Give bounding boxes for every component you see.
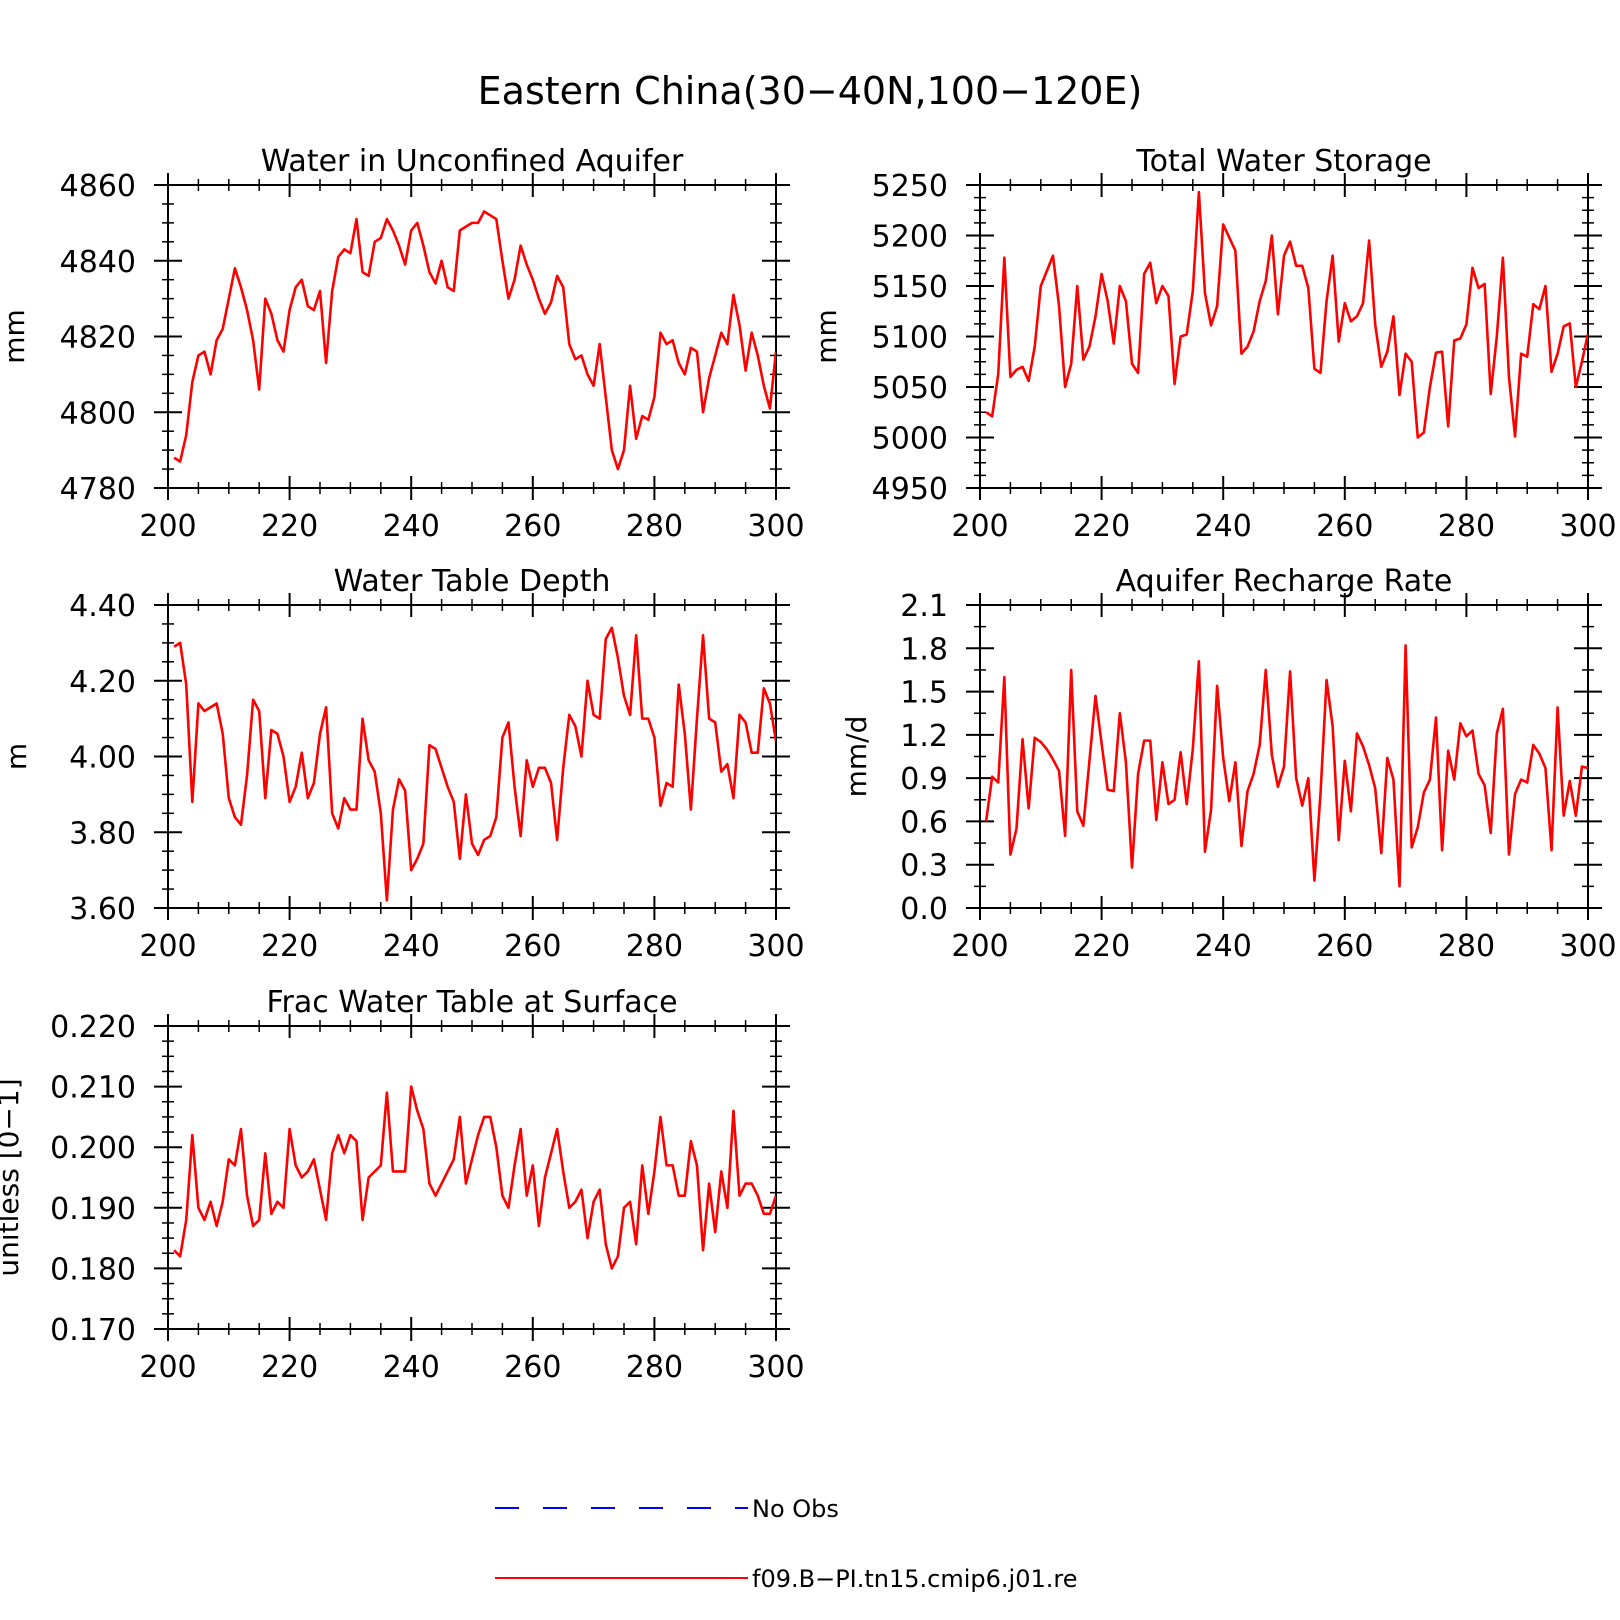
panel-title: Aquifer Recharge Rate <box>1116 564 1453 599</box>
legend: No Obs f09.B−PI.tn15.cmip6.j01.re <box>495 1495 1077 1593</box>
panel-2: Total Water Storage 200 220 240 260 280 300 495… <box>810 144 1617 544</box>
y-tick-label: 0.170 <box>50 1313 136 1348</box>
panel-1: Water in Unconfined Aquifer 200 220 240 260 2… <box>0 144 805 544</box>
y-tick-label: 5250 <box>872 169 948 204</box>
y-tick-label: 0.220 <box>50 1010 136 1045</box>
x-tick-label: 260 <box>1316 929 1373 964</box>
y-tick-label: 4.20 <box>69 665 136 700</box>
x-tick-label: 220 <box>1073 509 1130 544</box>
panel-title: Water in Unconfined Aquifer <box>261 144 684 179</box>
x-tick-label: 300 <box>747 1350 804 1385</box>
x-tick-label: 220 <box>261 509 318 544</box>
panel-3: Water Table Depth 200 220 240 260 280 300 3.60 3… <box>0 564 805 964</box>
x-tick-label: 240 <box>1195 929 1252 964</box>
x-tick-label: 200 <box>139 1350 196 1385</box>
x-tick-label: 200 <box>951 509 1008 544</box>
x-tick-label: 200 <box>139 929 196 964</box>
y-tick-label: 4780 <box>60 472 136 507</box>
series-line-model <box>985 190 1588 439</box>
panel-title: Frac Water Table at Surface <box>266 985 677 1020</box>
y-tick-label: 5200 <box>872 220 948 255</box>
y-tick-label: 0.6 <box>900 805 948 840</box>
y-tick-label: 4800 <box>60 396 136 431</box>
x-tick-label: 300 <box>1559 509 1616 544</box>
series-line-model <box>173 1085 776 1270</box>
y-tick-label: 0.190 <box>50 1192 136 1227</box>
y-tick-label: 0.9 <box>900 762 948 797</box>
y-tick-label: 4.40 <box>69 589 136 624</box>
legend-model-label: f09.B−PI.tn15.cmip6.j01.re <box>752 1565 1077 1593</box>
x-tick-label: 260 <box>504 1350 561 1385</box>
x-tick-label: 220 <box>261 929 318 964</box>
y-tick-label: 4.00 <box>69 741 136 776</box>
x-tick-label: 280 <box>1438 509 1495 544</box>
y-tick-label: 4860 <box>60 169 136 204</box>
panel-title: Water Table Depth <box>334 564 611 599</box>
y-axis-label: mm/d <box>840 716 873 798</box>
y-tick-label: 0.200 <box>50 1131 136 1166</box>
x-tick-label: 200 <box>139 509 196 544</box>
panel-title: Total Water Storage <box>1135 144 1431 179</box>
y-axis-label: unitless [0−1] <box>0 1078 25 1276</box>
figure-title: Eastern China(30−40N,100−120E) <box>478 69 1143 113</box>
x-tick-label: 280 <box>626 509 683 544</box>
y-tick-label: 5000 <box>872 422 948 457</box>
y-tick-label: 0.180 <box>50 1252 136 1287</box>
x-tick-label: 300 <box>747 509 804 544</box>
y-axis-label: mm <box>810 309 843 364</box>
x-tick-label: 260 <box>504 509 561 544</box>
x-tick-label: 240 <box>383 1350 440 1385</box>
y-tick-label: 1.8 <box>900 632 948 667</box>
x-tick-label: 280 <box>626 1350 683 1385</box>
series-line-model <box>984 644 1588 888</box>
series-line-model <box>173 626 776 902</box>
x-tick-label: 240 <box>383 929 440 964</box>
panel-4: Aquifer Recharge Rate 200 220 240 260 280 300 0… <box>840 564 1617 964</box>
y-tick-label: 5150 <box>872 270 948 305</box>
y-axis-label: m <box>0 743 33 770</box>
y-tick-label: 1.5 <box>900 676 948 711</box>
y-axis-label: mm <box>0 309 31 364</box>
x-tick-label: 260 <box>1316 509 1373 544</box>
y-tick-label: 0.3 <box>900 849 948 884</box>
x-tick-label: 220 <box>261 1350 318 1385</box>
x-tick-label: 220 <box>1073 929 1130 964</box>
legend-obs-label: No Obs <box>752 1495 839 1523</box>
y-tick-label: 3.80 <box>69 816 136 851</box>
x-tick-label: 280 <box>1438 929 1495 964</box>
y-tick-label: 3.60 <box>69 892 136 927</box>
y-tick-label: 4840 <box>60 245 136 280</box>
x-tick-label: 280 <box>626 929 683 964</box>
plot-frame <box>167 1025 777 1330</box>
x-tick-label: 300 <box>747 929 804 964</box>
plot-frame <box>167 604 777 909</box>
y-tick-label: 4820 <box>60 321 136 356</box>
y-tick-label: 0.210 <box>50 1071 136 1106</box>
y-tick-label: 0.0 <box>900 892 948 927</box>
y-tick-label: 2.1 <box>900 589 948 624</box>
y-tick-label: 1.2 <box>900 719 948 754</box>
y-tick-label: 5100 <box>872 321 948 356</box>
y-tick-label: 5050 <box>872 371 948 406</box>
x-tick-label: 300 <box>1559 929 1616 964</box>
panel-5: Frac Water Table at Surface 200 220 240 260 2… <box>0 985 805 1385</box>
series-line-model <box>173 210 776 471</box>
y-tick-label: 4950 <box>872 472 948 507</box>
plot-frame <box>167 184 777 489</box>
x-tick-label: 240 <box>1195 509 1252 544</box>
x-tick-label: 200 <box>951 929 1008 964</box>
x-tick-label: 260 <box>504 929 561 964</box>
x-tick-label: 240 <box>383 509 440 544</box>
